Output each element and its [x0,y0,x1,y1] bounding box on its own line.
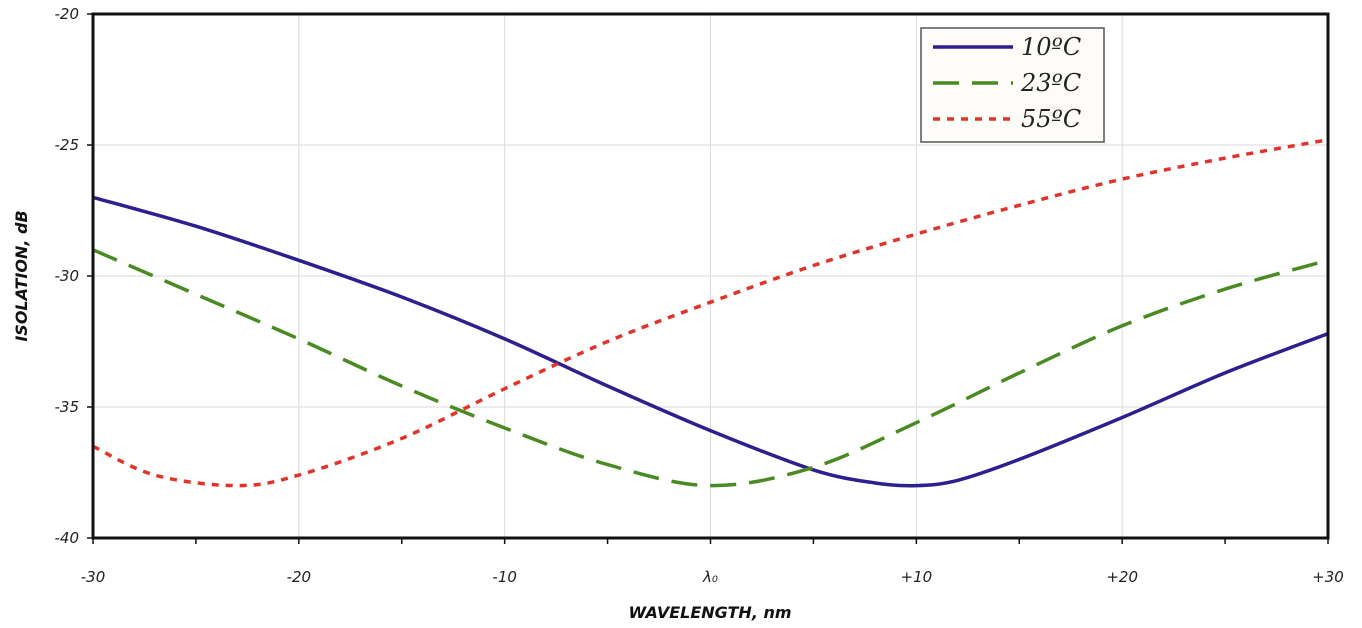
x-tick-labels: -30 -20 -10 λ₀ +10 +20 +30 [81,568,1344,586]
x-tick-label-0: -30 [81,568,106,586]
series-line-1 [92,248,1329,488]
legend: 10ºC 23ºC 55ºC [920,27,1105,143]
y-tick-label-4: -40 [55,529,80,547]
legend-label-2: 55ºC [1021,105,1081,133]
series-line-2 [92,138,1329,488]
axis-ticks [87,13,1329,544]
x-tick-label-2: -10 [492,568,517,586]
x-tick-label-5: +20 [1106,568,1138,586]
x-axis-title: WAVELENGTH, nm [628,603,791,622]
series-line-0 [92,195,1329,488]
y-tick-label-0: -20 [55,5,80,23]
legend-label-1: 23ºC [1020,69,1081,97]
y-axis-title: ISOLATION, dB [12,210,31,341]
x-tick-label-4: +10 [901,568,933,586]
y-tick-labels: -20 -25 -30 -35 -40 [55,5,80,547]
y-tick-label-3: -35 [55,398,80,416]
x-tick-label-3: λ₀ [702,568,718,586]
series-lines [92,138,1329,488]
y-tick-label-1: -25 [55,136,80,154]
x-tick-label-6: +30 [1312,568,1344,586]
y-tick-label-2: -30 [55,267,80,285]
legend-label-0: 10ºC [1021,33,1081,61]
x-tick-label-1: -20 [287,568,312,586]
